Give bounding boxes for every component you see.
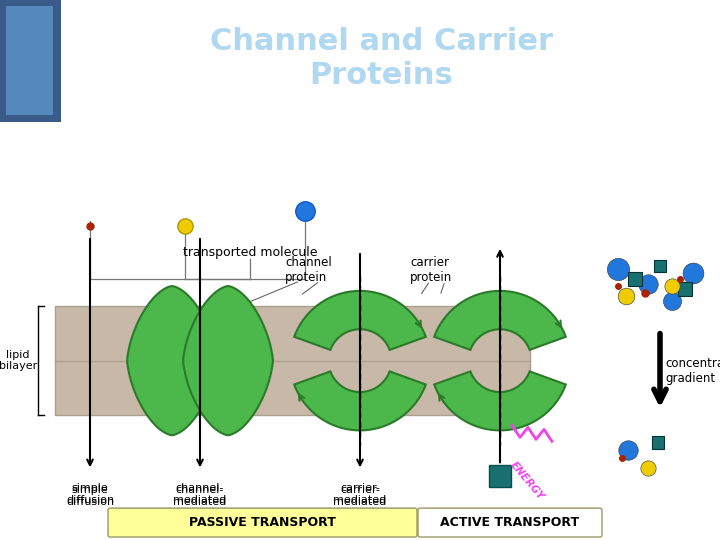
Bar: [654, 260, 666, 272]
Text: ACTIVE TRANSPORT: ACTIVE TRANSPORT: [441, 516, 580, 529]
Text: lipid
bilayer: lipid bilayer: [0, 350, 37, 372]
Text: simple
diffusion: simple diffusion: [66, 485, 114, 507]
Text: ENERGY: ENERGY: [508, 460, 546, 502]
Polygon shape: [434, 291, 566, 350]
Text: Channel and Carrier
Proteins: Channel and Carrier Proteins: [210, 27, 553, 90]
Text: carrier-
mediated: carrier- mediated: [333, 483, 387, 505]
Bar: [678, 282, 692, 296]
Polygon shape: [127, 286, 217, 435]
Bar: [55, 306, 530, 415]
Bar: [652, 436, 665, 449]
Text: transported molecule: transported molecule: [183, 246, 318, 259]
FancyBboxPatch shape: [108, 508, 417, 537]
Bar: [628, 272, 642, 286]
Polygon shape: [294, 291, 426, 350]
Text: carrier-
mediated: carrier- mediated: [333, 485, 387, 507]
Text: channel-
mediated: channel- mediated: [174, 483, 227, 505]
Polygon shape: [183, 286, 273, 435]
Text: PASSIVE TRANSPORT: PASSIVE TRANSPORT: [189, 516, 336, 529]
Text: simple
diffusion: simple diffusion: [66, 483, 114, 505]
Bar: [489, 465, 511, 487]
Text: concentration
gradient: concentration gradient: [665, 356, 720, 384]
Text: channel
protein: channel protein: [285, 256, 332, 284]
Bar: [6, 6, 53, 116]
Text: channel-
mediated: channel- mediated: [174, 485, 227, 507]
Polygon shape: [434, 372, 566, 430]
Bar: [0, 0, 61, 122]
Text: carrier
protein: carrier protein: [410, 256, 452, 284]
Polygon shape: [294, 372, 426, 430]
FancyBboxPatch shape: [418, 508, 602, 537]
